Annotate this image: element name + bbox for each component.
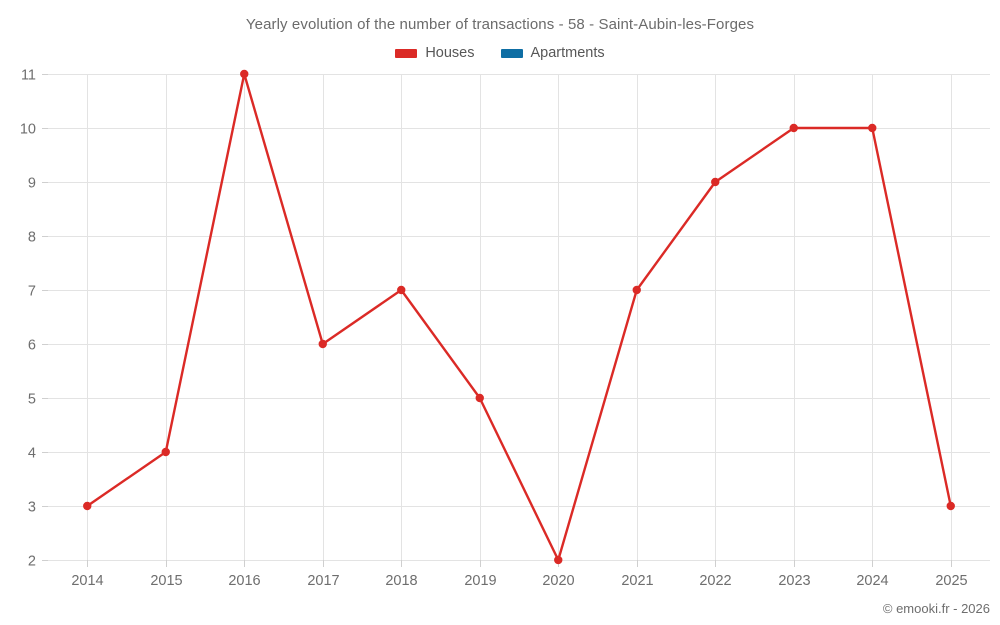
data-point-houses-2017[interactable] — [318, 339, 327, 349]
y-axis-tick-label: 7 — [28, 284, 36, 300]
x-axis-tick-label: 2017 — [307, 573, 339, 589]
x-axis-labels: 2014 2015 2016 2017 2018 2019 2020 2021 2022 2023… — [71, 573, 967, 589]
series-layer — [83, 69, 955, 565]
x-axis-tick-label: 2014 — [71, 573, 103, 589]
x-axis-tick-label: 2022 — [699, 573, 731, 589]
data-point-houses-2015[interactable] — [161, 447, 170, 457]
data-point-houses-2021[interactable] — [632, 285, 641, 295]
data-point-houses-2020[interactable] — [554, 555, 563, 565]
tick-layer — [42, 74, 952, 567]
data-point-houses-2018[interactable] — [397, 285, 406, 295]
series-line-houses — [86, 72, 952, 562]
x-axis-tick-label: 2015 — [150, 573, 182, 589]
y-axis-tick-label: 10 — [20, 122, 36, 138]
y-axis-tick-label: 2 — [28, 554, 36, 570]
x-axis-tick-label: 2016 — [228, 573, 260, 589]
x-axis-tick-label: 2019 — [464, 573, 496, 589]
y-axis-tick-label: 6 — [28, 338, 36, 354]
legend-label-houses: Houses — [425, 45, 475, 61]
data-point-houses-2014[interactable] — [83, 501, 92, 511]
data-point-houses-2024[interactable] — [868, 123, 877, 133]
legend-swatch-houses — [395, 48, 418, 58]
y-axis-tick-label: 5 — [28, 392, 36, 408]
data-point-houses-2016[interactable] — [240, 69, 249, 79]
chart-legend: Houses Apartments — [0, 45, 1000, 61]
data-point-houses-2022[interactable] — [711, 177, 720, 187]
y-axis-tick-label: 8 — [28, 230, 36, 246]
data-point-houses-2023[interactable] — [789, 123, 798, 133]
x-axis-tick-label: 2021 — [621, 573, 653, 589]
y-axis-tick-label: 11 — [21, 68, 36, 84]
data-point-houses-2025[interactable] — [946, 501, 955, 511]
y-axis-tick-label: 9 — [28, 176, 36, 192]
x-axis-tick-label: 2024 — [856, 573, 888, 589]
legend-item-houses[interactable]: Houses — [395, 45, 475, 61]
x-axis-tick-label: 2020 — [542, 573, 574, 589]
legend-item-apartments[interactable]: Apartments — [500, 45, 605, 61]
grid-layer — [48, 74, 990, 561]
y-axis-tick-label: 3 — [28, 500, 36, 516]
x-axis-tick-label: 2025 — [935, 573, 967, 589]
legend-label-apartments: Apartments — [530, 45, 605, 61]
credit-text: © emooki.fr - 2026 — [882, 601, 990, 616]
legend-swatch-apartments — [500, 48, 523, 58]
data-point-houses-2019[interactable] — [475, 393, 484, 403]
x-axis-tick-label: 2018 — [385, 573, 417, 589]
y-axis-tick-label: 4 — [28, 446, 36, 462]
y-axis-labels: 2 3 4 5 6 7 8 9 10 11 — [20, 68, 36, 570]
chart-title: Yearly evolution of the number of transa… — [245, 16, 755, 33]
x-axis-tick-label: 2023 — [778, 573, 810, 589]
